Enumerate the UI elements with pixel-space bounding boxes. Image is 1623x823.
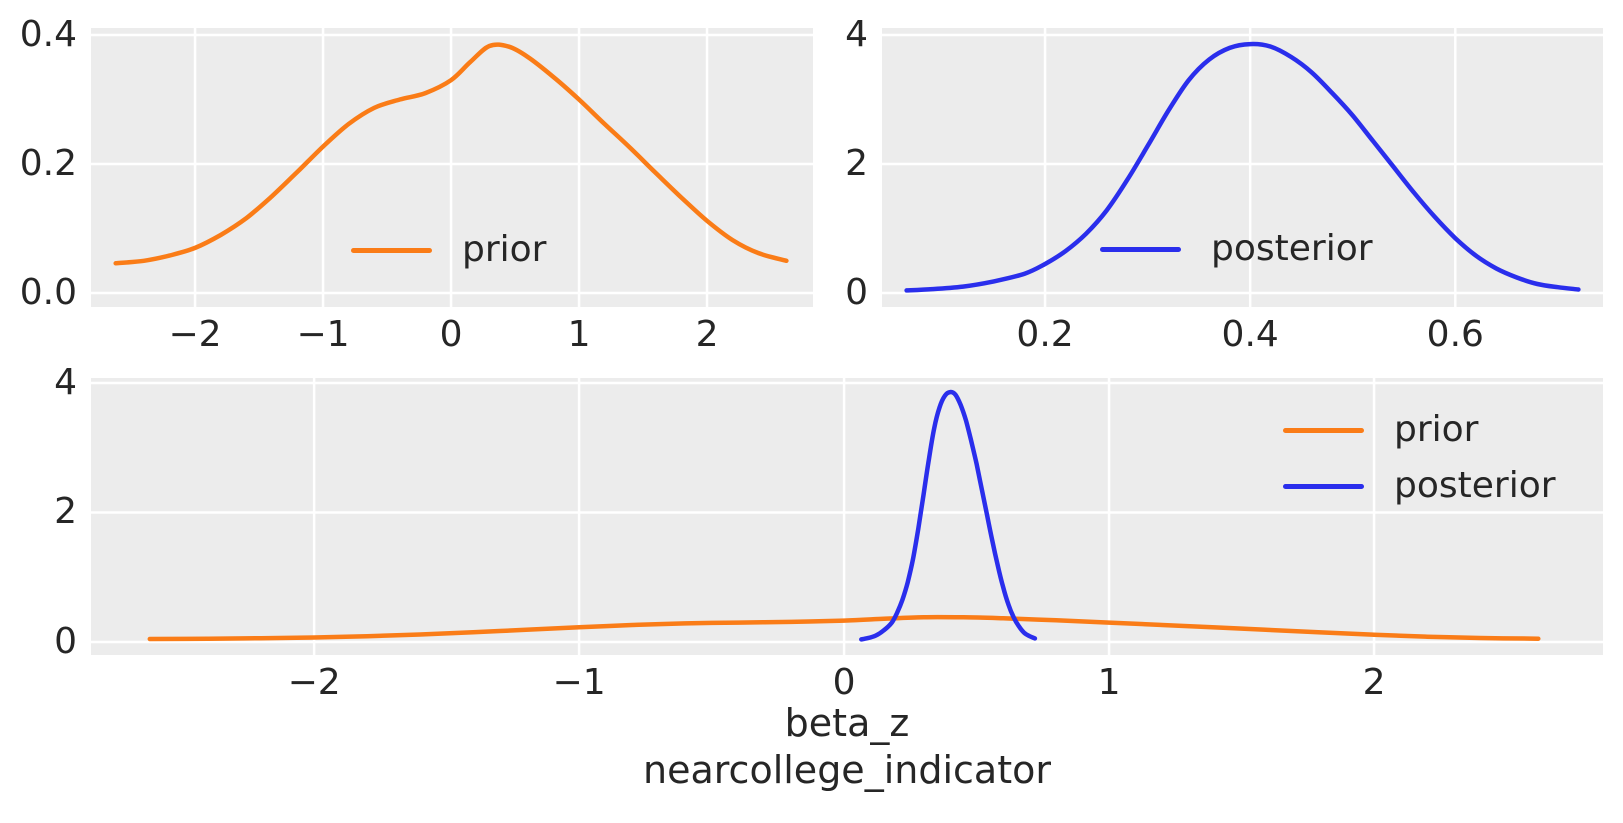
y-tick-label: 0 bbox=[54, 620, 77, 662]
prior-kde-canvas bbox=[91, 28, 813, 307]
posterior-curve bbox=[859, 389, 1038, 642]
x-tick-label: 1 bbox=[1097, 662, 1121, 703]
x-axis-label-line2: nearcollege_indicator bbox=[643, 748, 1051, 792]
legend-line-posterior-combined bbox=[1283, 483, 1364, 489]
y-tick-label: 0.0 bbox=[19, 272, 77, 313]
prior-curve bbox=[113, 42, 789, 266]
x-tick-label: −1 bbox=[552, 662, 606, 703]
subplot-prior-posterior-combined bbox=[91, 378, 1603, 655]
legend-line-posterior bbox=[1100, 246, 1181, 252]
legend-entry-prior: prior bbox=[1283, 411, 1556, 449]
x-tick-label: 1 bbox=[567, 314, 591, 355]
y-tick-label: 0.2 bbox=[19, 143, 77, 185]
legend-label-prior-combined: prior bbox=[1394, 409, 1479, 450]
legend-line-prior-combined bbox=[1283, 427, 1364, 433]
y-tick-label: 2 bbox=[845, 143, 868, 185]
x-tick-label: 0.6 bbox=[1426, 314, 1484, 355]
y-tick-label: 2 bbox=[54, 491, 77, 533]
x-tick-label: 0 bbox=[832, 662, 856, 703]
legend-prior-marginal: prior bbox=[351, 232, 546, 268]
subplot-prior-marginal bbox=[91, 28, 813, 307]
x-tick-label: −2 bbox=[168, 314, 222, 355]
legend-label-posterior-combined: posterior bbox=[1394, 465, 1556, 506]
posterior-curve bbox=[904, 41, 1581, 293]
y-tick-label: 4 bbox=[54, 361, 77, 403]
y-tick-label: 0.4 bbox=[19, 14, 77, 56]
x-tick-label: −2 bbox=[287, 662, 341, 703]
legend-label-prior: prior bbox=[462, 229, 547, 270]
legend-line-prior bbox=[351, 247, 432, 253]
x-axis-label-line1: beta_z bbox=[784, 701, 910, 745]
legend-label-posterior: posterior bbox=[1211, 228, 1373, 269]
x-tick-label: 0.4 bbox=[1221, 314, 1279, 355]
x-tick-label: 0.2 bbox=[1016, 314, 1074, 355]
prior-curve bbox=[147, 614, 1541, 642]
y-tick-label: 0 bbox=[845, 272, 868, 313]
posterior-kde-canvas bbox=[882, 28, 1603, 307]
x-axis-label: beta_z nearcollege_indicator bbox=[91, 700, 1603, 794]
legend-entry-posterior: posterior bbox=[1283, 467, 1556, 505]
x-tick-label: 2 bbox=[695, 314, 719, 355]
y-tick-label: 4 bbox=[845, 14, 868, 56]
x-tick-label: 0 bbox=[439, 314, 463, 355]
x-tick-label: −1 bbox=[296, 314, 350, 355]
combined-kde-canvas bbox=[91, 378, 1603, 655]
x-tick-label: 2 bbox=[1362, 662, 1386, 703]
legend-combined: prior posterior bbox=[1283, 411, 1556, 505]
legend-posterior-marginal: posterior bbox=[1100, 231, 1373, 267]
subplot-posterior-marginal bbox=[882, 28, 1603, 307]
